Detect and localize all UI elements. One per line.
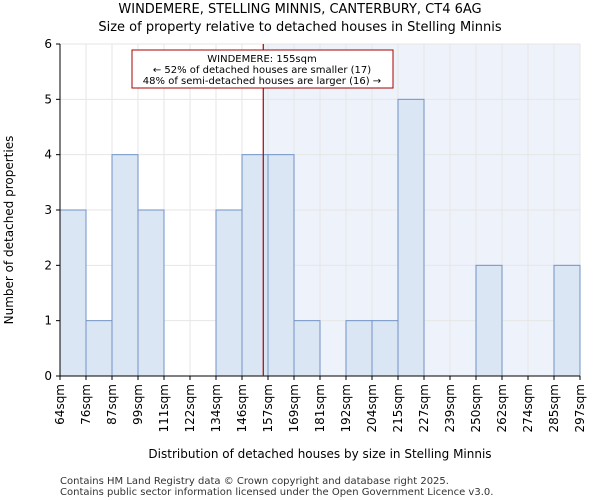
y-tick-label: 2 [44,258,52,272]
y-tick-label: 0 [44,369,52,383]
x-tick-label: 239sqm [443,384,457,432]
chart-subtitle: Size of property relative to detached ho… [98,20,502,35]
x-tick-label: 250sqm [469,384,483,432]
x-tick-label: 285sqm [547,384,561,432]
x-tick-label: 146sqm [235,384,249,432]
x-tick-label: 262sqm [495,384,509,432]
bar-204sqm [371,320,399,377]
x-tick-label: 297sqm [573,384,587,432]
bar-87sqm [111,154,139,377]
x-tick-label: 122sqm [183,384,197,432]
bar-157sqm [267,154,295,377]
y-tick-label: 4 [44,148,52,162]
x-tick-label: 169sqm [287,384,301,432]
plot-area: 0 1 2 3 4 5 6 64sqm 76sqm 87sqm 99sqm 111sqm 122sqm 1… [44,37,587,432]
x-tick-label: 64sqm [53,384,67,425]
footer-line-2: Contains public sector information licen… [60,487,493,498]
bar-285sqm [553,264,581,377]
bar-169sqm [293,320,321,377]
x-tick-label: 99sqm [131,384,145,425]
x-tick-label: 181sqm [313,384,327,432]
chart-title: WINDEMERE, STELLING MINNIS, CANTERBURY, … [118,2,481,17]
bar-250sqm [475,264,503,377]
x-tick-label: 227sqm [417,384,431,432]
x-tick-label: 134sqm [209,384,223,432]
bar-134sqm [215,209,243,377]
annotation-box: WINDEMERE: 155sqm ← 52% of detached hous… [131,49,394,89]
x-tick-label: 204sqm [365,384,379,432]
x-tick-label: 274sqm [521,384,535,432]
x-axis-label: Distribution of detached houses by size … [148,447,491,461]
x-tick-label: 111sqm [157,384,171,432]
bar-146sqm [241,154,269,377]
annotation-line-1: WINDEMERE: 155sqm [207,54,316,65]
x-tick-label: 215sqm [391,384,405,432]
bar-99sqm [137,209,165,377]
x-tick-label: 192sqm [339,384,353,432]
x-tick-label: 87sqm [105,384,119,425]
y-axis-label: Number of detached properties [2,136,16,325]
y-tick-label: 5 [44,92,52,106]
footer-line-1: Contains HM Land Registry data © Crown c… [60,476,449,487]
y-tick-label: 6 [44,37,52,51]
bar-64sqm [59,209,87,377]
annotation-line-3: 48% of semi-detached houses are larger (… [143,76,381,87]
y-tick-label: 1 [44,314,52,328]
annotation-line-2: ← 52% of detached houses are smaller (17… [153,65,371,76]
x-tick-label: 76sqm [79,384,93,425]
annotation-frame [131,49,394,89]
x-tick-label: 157sqm [261,384,275,432]
bar-192sqm [345,320,373,377]
bar-215sqm [397,98,425,377]
bar-76sqm [85,320,113,377]
y-tick-label: 3 [44,203,52,217]
